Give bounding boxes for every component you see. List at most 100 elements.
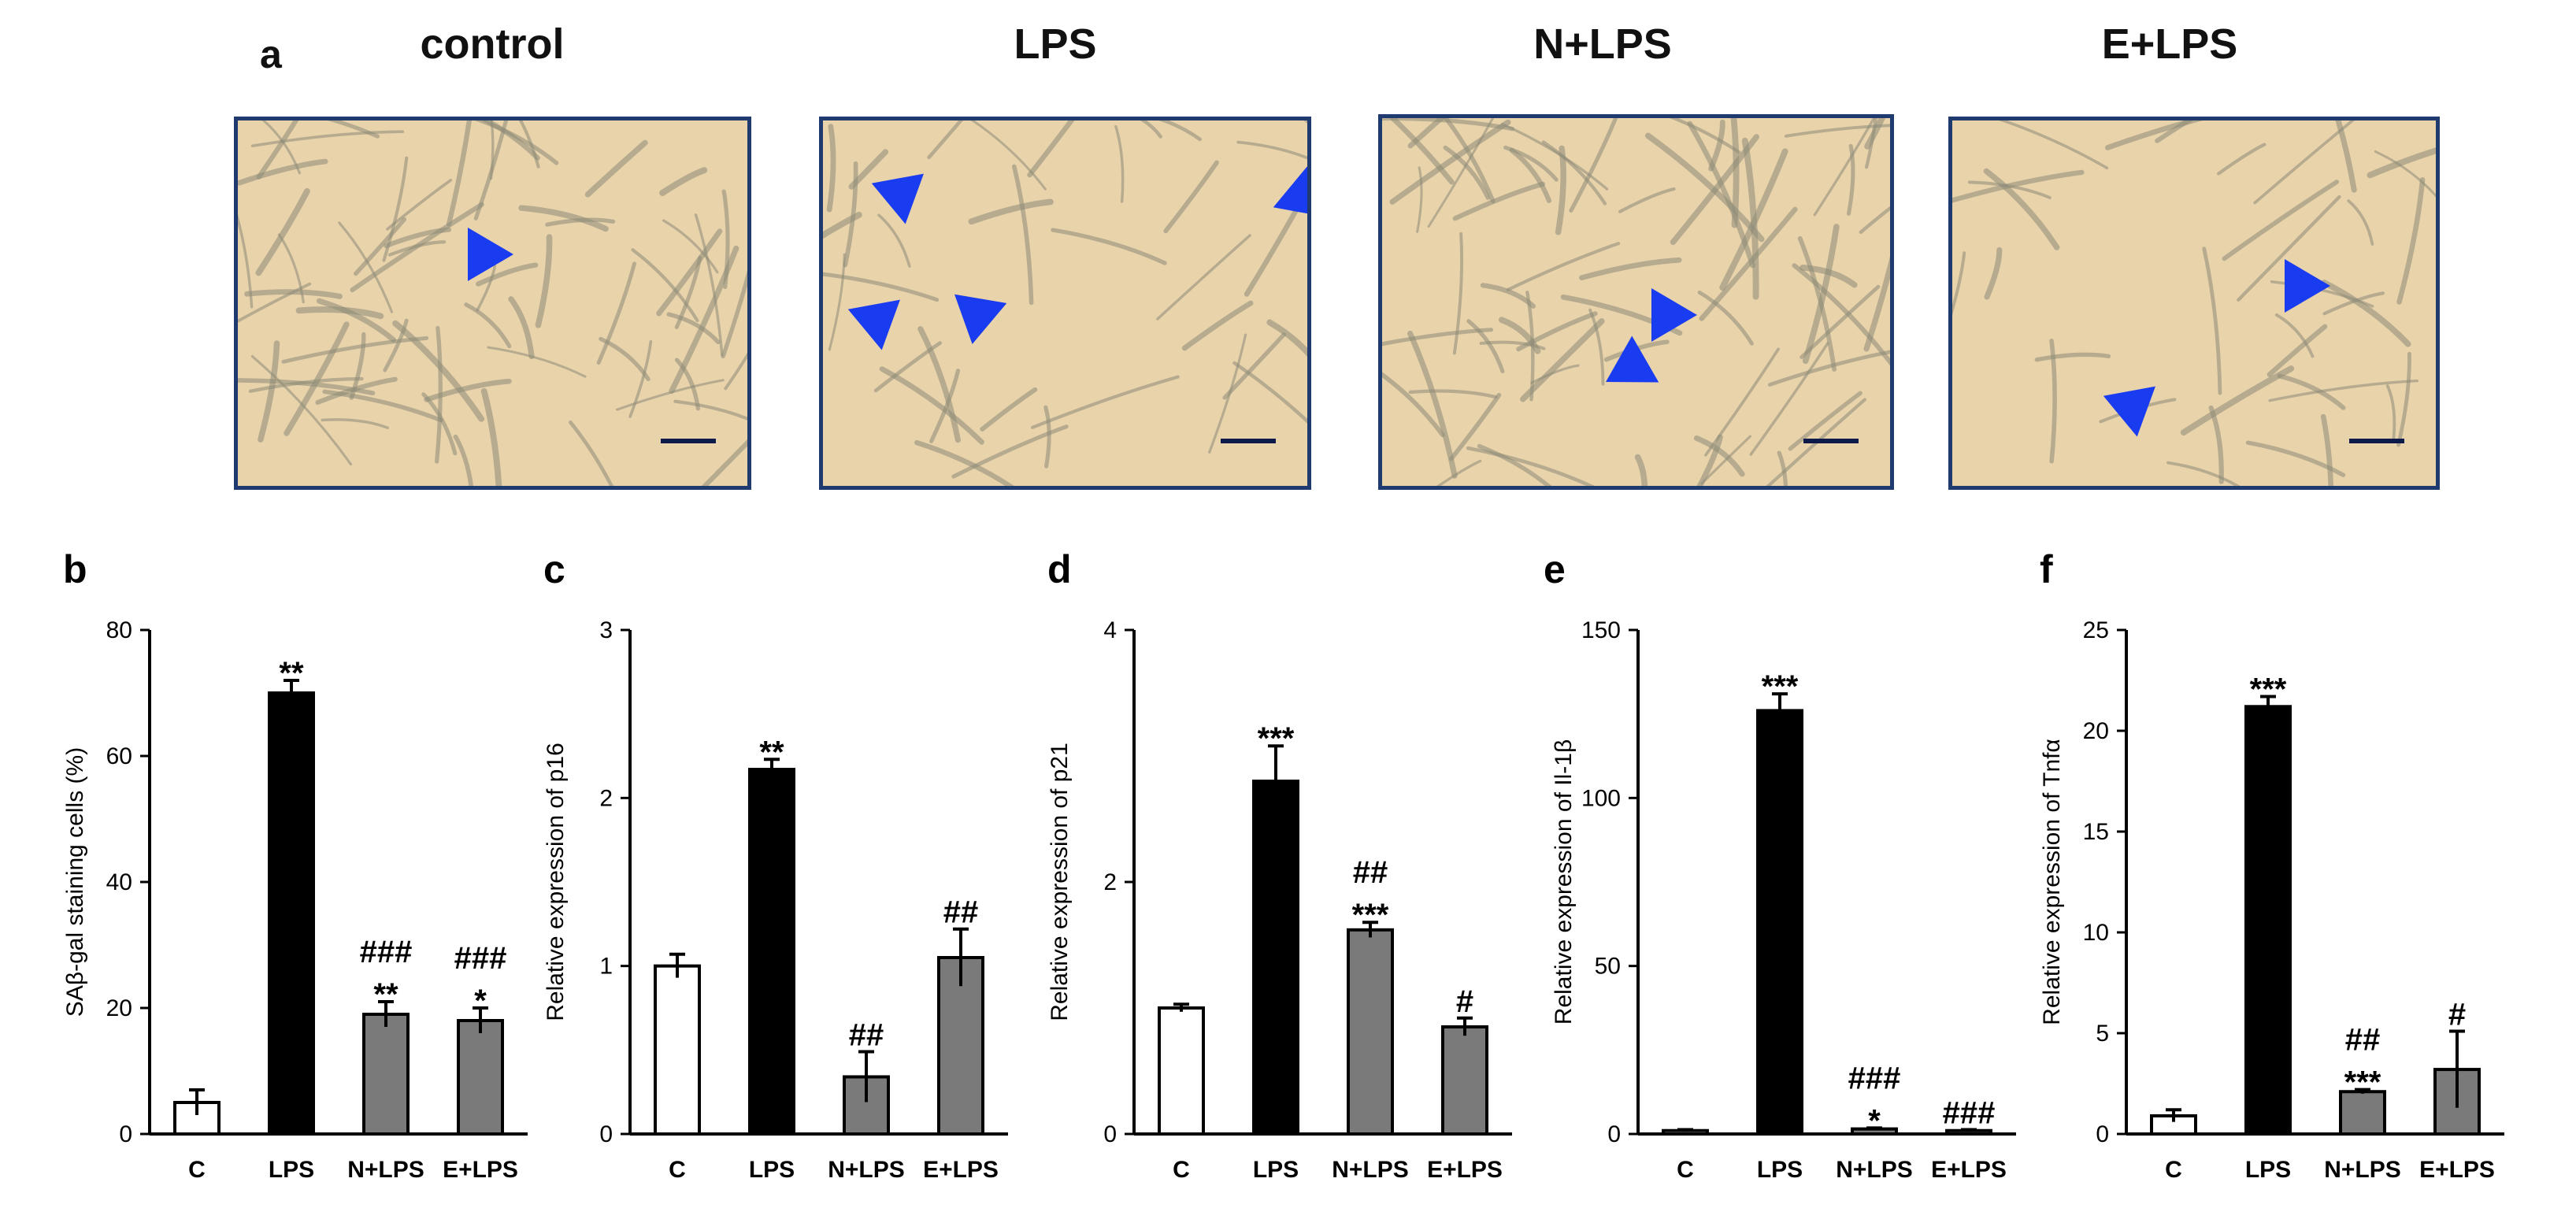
cell-shape [628,340,653,418]
y-axis-label: Relative expression of p16 [543,743,569,1021]
cell-shape [1479,340,1546,350]
cell-shape [701,439,747,486]
cell-shape [2396,176,2426,305]
micrograph-lps [819,117,1311,490]
x-tick-label: LPS [2245,1157,2291,1183]
cell-shape [1051,228,1167,265]
y-axis-label: SAβ-gal staining cells (%) [62,747,88,1017]
cell-shape [2277,373,2346,410]
cell-shape [1163,160,1219,234]
cell-shape [1266,319,1307,358]
cell-shape [480,387,502,486]
cell-shape [666,312,721,345]
x-tick-label: E+LPS [1931,1157,2007,1183]
cell-shape [2202,246,2222,395]
cell-shape [2385,384,2396,443]
cell-shape [1156,234,1251,321]
cell-shape [1777,450,1788,486]
cell-shape [2034,352,2111,362]
y-tick-label: 80 [106,617,132,643]
cell-shape [584,139,648,198]
cell-shape [917,326,962,443]
cell-shape [826,124,836,213]
significance-hash: ## [943,895,979,930]
significance-stars: *** [1762,669,1799,704]
y-tick-label: 0 [1103,1121,1117,1147]
significance-hash: # [2448,997,2466,1032]
x-tick-label: C [188,1157,206,1183]
cell-shape [1541,140,1607,206]
cell-shape [476,262,539,287]
cell-shape [2320,413,2334,486]
x-tick-label: E+LPS [2419,1157,2495,1183]
cell-shape [474,120,559,165]
y-tick-label: 50 [1595,954,1621,980]
cell-shape [382,156,409,262]
significance-hash: ### [1943,1095,1996,1130]
cell-shape [535,234,553,328]
panel-b-letter: b [63,547,87,591]
panel-f-letter: f [2040,547,2053,591]
cell-shape [1813,118,1876,217]
cell-shape [421,392,458,456]
cell-shape [1012,164,1034,306]
significance-hash: ## [2345,1023,2381,1058]
cell-shape [1407,118,1446,149]
y-axis-label: Relative expression of Tnfα [2039,739,2065,1025]
y-tick-label: 0 [1607,1121,1621,1147]
cell-shape [1140,120,1162,139]
cell-shape [2335,120,2357,193]
cell-shape [669,245,739,394]
cell-shape [256,120,299,180]
cell-shape [1697,290,1754,346]
significance-hash: ## [849,1017,884,1052]
cell-shape [424,378,512,402]
x-tick-label: N+LPS [1332,1157,1409,1183]
cell-shape [2321,280,2411,347]
y-tick-label: 40 [106,869,132,895]
micrograph-control [234,117,751,490]
arrowhead-marker [954,294,1007,345]
cell-shape [980,387,1038,432]
cell-shape [823,272,940,302]
significance-stars: * [474,984,487,1018]
x-tick-label: LPS [749,1157,795,1183]
bar [1756,709,1803,1136]
panel-c-letter: c [543,547,565,591]
cell-shape [1158,120,1203,142]
cell-shape [255,187,310,276]
x-tick-label: N+LPS [2324,1157,2401,1183]
cell-shape [1427,118,1495,228]
micrograph-control-image [238,120,747,486]
y-tick-label: 60 [106,743,132,769]
cell-shape [694,213,724,357]
significance-stars: *** [1352,898,1389,932]
cell-shape [2155,120,2194,143]
cell-shape [1232,361,1307,424]
significance-hash: ### [360,935,413,969]
cell-shape [350,202,484,293]
cell-shape [1382,372,1445,438]
cell-shape [238,158,328,186]
panel-a-letter: a [260,32,282,76]
bar [2339,1090,2386,1136]
panel-e-letter: e [1544,547,1566,591]
title-e-lps: E+LPS [2101,20,2238,68]
cell-shape [2237,195,2341,302]
cell-shape [2049,339,2057,464]
significance-hash: ### [1848,1061,1901,1095]
cell-shape [951,424,1069,479]
cell-shape [1449,392,1502,461]
cell-shape [1181,300,1254,351]
cell-shape [453,434,474,486]
cell-shape [1389,119,1511,205]
cell-shape [1863,256,1890,352]
significance-stars: ** [759,735,784,769]
significance-stars: *** [2344,1065,2381,1100]
cell-shape [1687,120,1755,269]
cell-shape [2274,313,2315,358]
cell-shape [1952,251,1966,316]
significance-hash: ## [1353,855,1388,890]
cell-shape [250,130,405,148]
